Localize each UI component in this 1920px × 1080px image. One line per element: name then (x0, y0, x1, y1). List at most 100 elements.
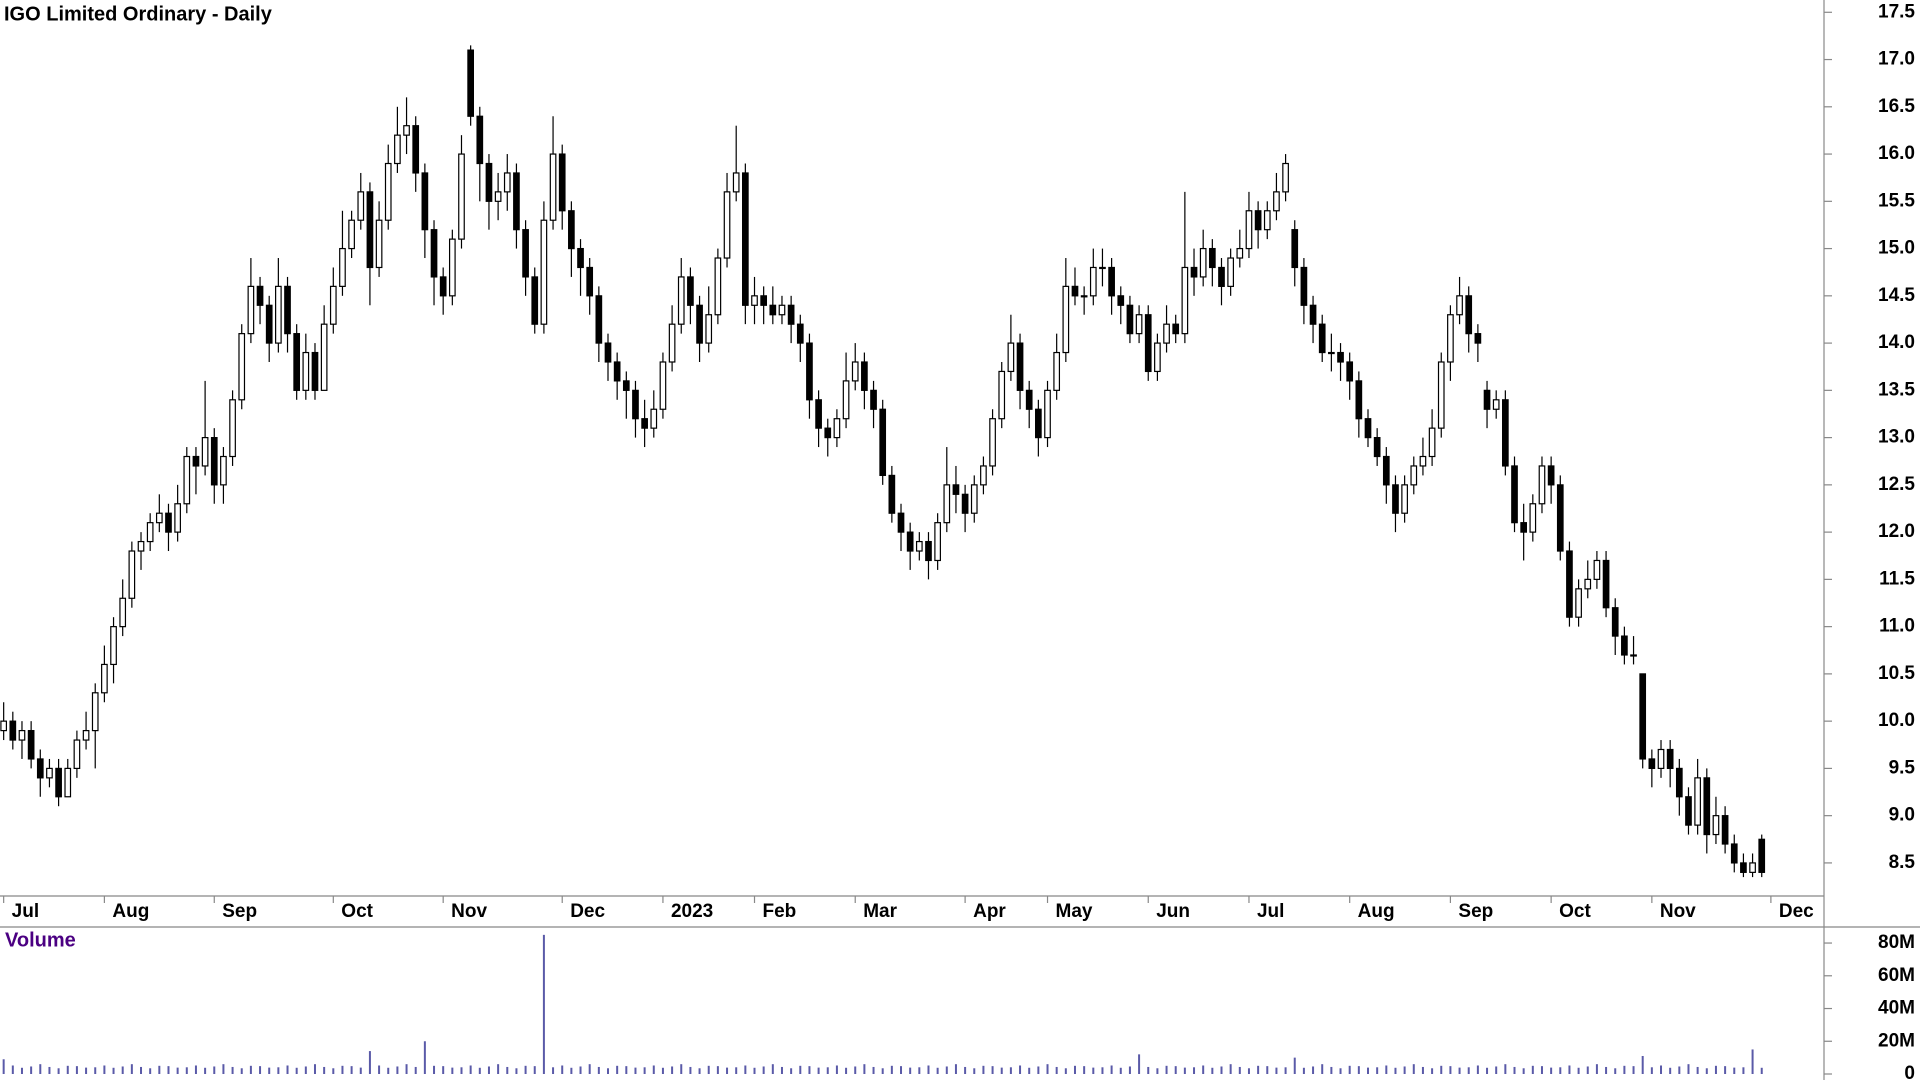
y-tick-label: 17.5 (1878, 1, 1915, 22)
volume-bar (277, 1067, 280, 1074)
candle-body (824, 427, 832, 439)
candle-body (1208, 247, 1216, 269)
y-tick-label: 12.5 (1878, 474, 1915, 495)
volume-bar (890, 1065, 893, 1074)
y-tick-label: 14.5 (1878, 285, 1915, 306)
volume-bar (423, 1041, 426, 1074)
volume-bar (66, 1065, 69, 1074)
volume-bar (735, 1067, 738, 1074)
volume-tick-label: 40M (1878, 998, 1915, 1019)
volume-bar (1467, 1067, 1470, 1074)
candle-body (522, 229, 529, 278)
candle-body (650, 408, 658, 429)
candle-body (1437, 361, 1445, 429)
volume-bar (1376, 1067, 1379, 1074)
volume-bar (30, 1066, 33, 1074)
candle-body (1300, 266, 1308, 306)
volume-bar (661, 1067, 664, 1074)
candle-body (1218, 266, 1225, 287)
candle-body (384, 162, 392, 221)
volume-bar (1440, 1065, 1443, 1074)
volume-bar (1312, 1066, 1315, 1074)
volume-bar (552, 1067, 555, 1074)
candle-body (394, 134, 401, 165)
volume-bar (259, 1066, 262, 1074)
candle-body (989, 418, 996, 467)
volume-bar (1550, 1067, 1553, 1074)
candle-body (1291, 229, 1299, 269)
candle-body (1337, 351, 1344, 363)
candle-body (1346, 361, 1354, 382)
candle-body (36, 758, 44, 779)
candle-body (1263, 210, 1271, 231)
volume-bar (1623, 1065, 1626, 1074)
candle-body (1520, 522, 1528, 533)
candle-body (1108, 266, 1115, 297)
volume-bar (698, 1068, 701, 1074)
volume-bar (240, 1068, 243, 1074)
candle-body (329, 285, 337, 325)
volume-bar (1669, 1067, 1672, 1074)
volume-bar (323, 1066, 326, 1074)
candle-body (146, 522, 154, 543)
y-tick-label: 14.0 (1878, 332, 1915, 353)
volume-bar (680, 1064, 683, 1074)
volume-bar (1586, 1066, 1589, 1074)
volume-bar (872, 1066, 875, 1074)
volume-bar (561, 1065, 564, 1074)
volume-bar (387, 1067, 390, 1074)
volume-bar (1202, 1065, 1205, 1074)
candle-body (879, 408, 887, 477)
y-tick-label: 8.5 (1889, 852, 1916, 873)
candle-body (412, 125, 420, 174)
candle-body (696, 304, 703, 344)
candle-body (1245, 210, 1253, 250)
volume-bar (94, 1067, 97, 1074)
candle-body (1511, 465, 1518, 524)
candle-body (943, 484, 951, 524)
volume-title: Volume (5, 929, 76, 951)
volume-bar (1257, 1065, 1260, 1074)
volume-bar (1724, 1066, 1727, 1074)
candle-body (687, 276, 694, 306)
y-tick-label: 15.0 (1878, 238, 1915, 259)
candle-body (1144, 314, 1152, 373)
candle-body (595, 295, 603, 344)
volume-bar (1605, 1066, 1608, 1074)
x-tick-label: Nov (1660, 901, 1696, 922)
volume-bar (1128, 1066, 1131, 1074)
x-tick-label: Dec (570, 901, 605, 922)
candle-body (1685, 796, 1692, 826)
candle-body (1456, 295, 1463, 316)
candle-body (1254, 210, 1262, 231)
candle-body (1502, 399, 1509, 467)
x-tick-label: Oct (1559, 901, 1591, 922)
candle-body (339, 247, 346, 287)
volume-bar (954, 1064, 957, 1074)
candle-body (101, 663, 108, 694)
y-tick-label: 9.0 (1889, 805, 1915, 826)
volume-bar (1431, 1068, 1434, 1074)
candle-body (1282, 162, 1289, 193)
x-tick-label: Aug (1358, 901, 1395, 922)
candle-body (1355, 380, 1363, 420)
candle-body (293, 333, 301, 391)
volume-bar (1742, 1067, 1745, 1074)
candle-body (458, 153, 465, 240)
candle-body (1639, 673, 1647, 760)
volume-bar (918, 1067, 921, 1074)
y-tick-label: 12.0 (1878, 521, 1915, 542)
y-tick-label: 10.5 (1878, 663, 1915, 684)
volume-bar (1211, 1067, 1214, 1074)
candle-body (82, 729, 90, 741)
volume-bar (130, 1064, 133, 1074)
volume-bar (1495, 1066, 1498, 1074)
volume-bar (1385, 1065, 1388, 1074)
candle-body (1740, 862, 1747, 873)
x-tick-label: Feb (763, 901, 797, 922)
volume-bar (20, 1067, 23, 1074)
volume-bar (1220, 1066, 1223, 1074)
volume-bar (533, 1066, 536, 1074)
volume-bar (1147, 1066, 1150, 1074)
